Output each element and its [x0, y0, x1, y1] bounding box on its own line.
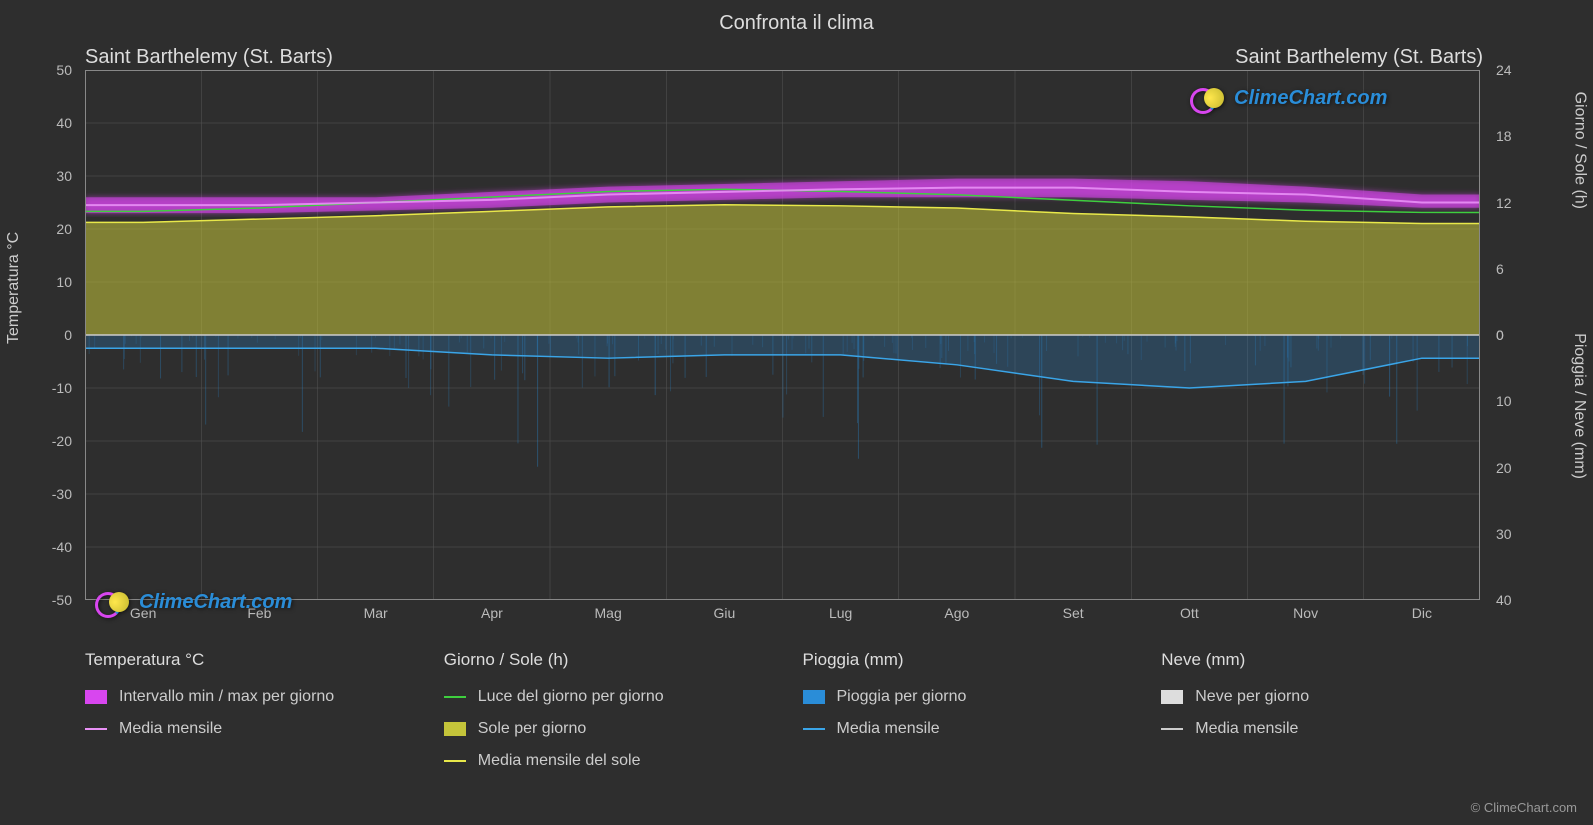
- legend-label: Media mensile: [1195, 720, 1298, 738]
- legend-item: Media mensile: [85, 720, 404, 738]
- x-tick: Set: [1063, 605, 1084, 621]
- legend-header: Temperatura °C: [85, 650, 404, 670]
- legend-item: Pioggia per giorno: [803, 688, 1122, 706]
- y-tick: -50: [52, 592, 72, 608]
- y-tick: 40: [56, 115, 72, 131]
- legend-swatch: [444, 696, 466, 698]
- plot-svg: [85, 70, 1480, 600]
- subtitle-right: Saint Barthelemy (St. Barts): [1235, 46, 1483, 69]
- legend-swatch: [1161, 728, 1183, 730]
- x-tick: Apr: [481, 605, 503, 621]
- y-tick: 30: [1496, 526, 1512, 542]
- plot-area: [85, 70, 1480, 600]
- y-tick: -30: [52, 486, 72, 502]
- copyright: © ClimeChart.com: [1471, 800, 1577, 815]
- y-axis-right-upper: 24181260: [1488, 70, 1528, 335]
- legend-header: Neve (mm): [1161, 650, 1480, 670]
- x-tick: Lug: [829, 605, 852, 621]
- legend-swatch: [1161, 690, 1183, 704]
- legend: Temperatura °C Intervallo min / max per …: [85, 650, 1480, 784]
- y-tick: 0: [64, 327, 72, 343]
- y-axis-right-upper-label: Giorno / Sole (h): [1570, 92, 1588, 209]
- x-tick: Mar: [364, 605, 388, 621]
- y-tick: 24: [1496, 62, 1512, 78]
- legend-col-daylight: Giorno / Sole (h) Luce del giorno per gi…: [444, 650, 763, 784]
- x-tick: Giu: [713, 605, 735, 621]
- y-tick: 10: [56, 274, 72, 290]
- legend-label: Sole per giorno: [478, 720, 587, 738]
- subtitle-left: Saint Barthelemy (St. Barts): [85, 46, 333, 69]
- legend-label: Intervallo min / max per giorno: [119, 688, 334, 706]
- climechart-logo-icon: [1190, 86, 1226, 110]
- y-axis-right-lower: 010203040: [1488, 335, 1528, 600]
- legend-item: Luce del giorno per giorno: [444, 688, 763, 706]
- y-axis-right-lower-label: Pioggia / Neve (mm): [1570, 333, 1588, 479]
- legend-item: Media mensile: [803, 720, 1122, 738]
- legend-swatch: [444, 760, 466, 762]
- y-tick: 40: [1496, 592, 1512, 608]
- y-tick: 20: [1496, 460, 1512, 476]
- legend-swatch: [85, 690, 107, 704]
- y-tick: 12: [1496, 195, 1512, 211]
- watermark-text: ClimeChart.com: [139, 591, 292, 614]
- x-tick: Mag: [595, 605, 622, 621]
- watermark-text: ClimeChart.com: [1234, 87, 1387, 110]
- legend-item: Intervallo min / max per giorno: [85, 688, 404, 706]
- legend-label: Media mensile del sole: [478, 752, 641, 770]
- y-tick: -40: [52, 539, 72, 555]
- y-tick: -20: [52, 433, 72, 449]
- climechart-logo-icon: [95, 590, 131, 614]
- legend-col-rain: Pioggia (mm) Pioggia per giorno Media men…: [803, 650, 1122, 784]
- legend-col-snow: Neve (mm) Neve per giorno Media mensile: [1161, 650, 1480, 784]
- y-tick: 6: [1496, 261, 1504, 277]
- chart-title: Confronta il clima: [0, 0, 1593, 35]
- y-tick: 20: [56, 221, 72, 237]
- y-tick: -10: [52, 380, 72, 396]
- y-tick: 0: [1496, 327, 1504, 343]
- watermark: ClimeChart.com: [1190, 86, 1387, 110]
- legend-header: Giorno / Sole (h): [444, 650, 763, 670]
- y-tick: 18: [1496, 128, 1512, 144]
- y-axis-left: 50403020100-10-20-30-40-50: [0, 70, 80, 600]
- legend-label: Media mensile: [837, 720, 940, 738]
- y-tick: 30: [56, 168, 72, 184]
- legend-label: Media mensile: [119, 720, 222, 738]
- legend-swatch: [85, 728, 107, 730]
- legend-item: Neve per giorno: [1161, 688, 1480, 706]
- x-tick: Dic: [1412, 605, 1432, 621]
- legend-label: Luce del giorno per giorno: [478, 688, 664, 706]
- x-axis: GenFebMarAprMagGiuLugAgoSetOttNovDic: [85, 605, 1480, 629]
- x-tick: Ago: [944, 605, 969, 621]
- legend-label: Neve per giorno: [1195, 688, 1309, 706]
- x-tick: Nov: [1293, 605, 1318, 621]
- legend-swatch: [803, 690, 825, 704]
- watermark: ClimeChart.com: [95, 590, 292, 614]
- legend-swatch: [803, 728, 825, 730]
- y-tick: 50: [56, 62, 72, 78]
- legend-header: Pioggia (mm): [803, 650, 1122, 670]
- legend-col-temp: Temperatura °C Intervallo min / max per …: [85, 650, 404, 784]
- y-tick: 10: [1496, 393, 1512, 409]
- legend-item: Media mensile: [1161, 720, 1480, 738]
- legend-swatch: [444, 722, 466, 736]
- x-tick: Ott: [1180, 605, 1199, 621]
- legend-item: Media mensile del sole: [444, 752, 763, 770]
- legend-item: Sole per giorno: [444, 720, 763, 738]
- legend-label: Pioggia per giorno: [837, 688, 967, 706]
